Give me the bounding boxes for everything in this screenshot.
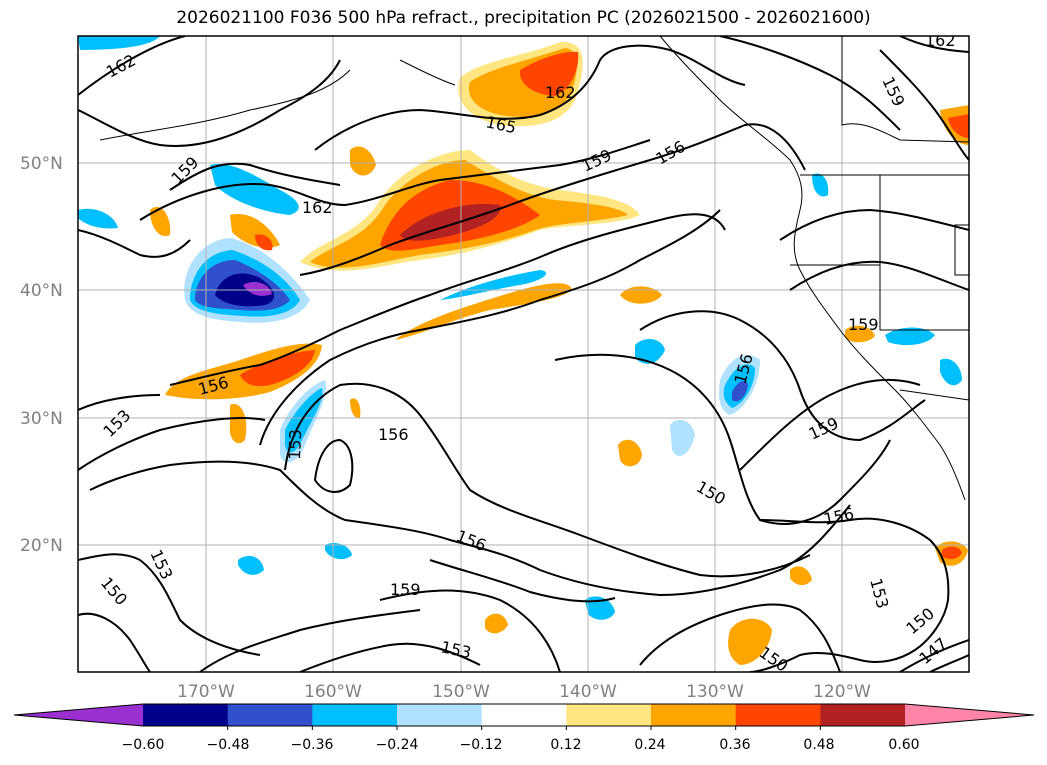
shade-region: [150, 206, 171, 237]
coastlines: [99, 36, 969, 501]
shade-region: [519, 51, 579, 96]
shade-region: [885, 327, 935, 346]
shade-region: [812, 173, 829, 197]
colorbar-tick-label: 0.12: [550, 737, 581, 753]
lon-label: 140°W: [559, 682, 617, 702]
shade-region: [240, 350, 315, 387]
colorbar-segment: [143, 704, 229, 726]
shade-region: [350, 146, 376, 176]
grid-lines: [78, 36, 969, 672]
colorbar-tick-label: 0.48: [803, 737, 834, 753]
shade-region: [400, 204, 501, 241]
shade-region: [325, 543, 352, 560]
lon-label: 170°W: [177, 682, 235, 702]
colorbar: −0.60 −0.48 −0.36 −0.24 −0.12 0.12 0.24 …: [13, 703, 1035, 753]
shade-region: [255, 234, 273, 251]
shade-region: [585, 596, 615, 620]
shade-region: [670, 419, 695, 456]
lon-label: 160°W: [304, 682, 362, 702]
lon-label: 120°W: [813, 682, 871, 702]
shade-region: [243, 281, 272, 296]
colorbar-extend-min: [14, 704, 143, 726]
colorbar-tick-label: −0.48: [207, 737, 250, 753]
contour-label: 159: [848, 315, 879, 334]
shade-region: [229, 404, 247, 444]
colorbar-extend-max: [905, 704, 1034, 726]
lat-label: 40°N: [20, 281, 63, 301]
shade-region: [948, 114, 969, 138]
precip-shading: [78, 36, 969, 665]
colorbar-segment: [312, 704, 398, 726]
shade-region: [732, 380, 748, 402]
shade-region: [635, 338, 665, 364]
contour-label: 162: [545, 83, 576, 102]
colorbar-segment: [651, 704, 737, 726]
lat-label: 30°N: [20, 409, 63, 429]
shade-region: [790, 566, 812, 586]
shade-region: [350, 398, 361, 419]
shade-region: [78, 36, 160, 50]
refractivity-contours: [78, 36, 969, 672]
shade-region: [78, 208, 118, 229]
shade-region: [210, 164, 299, 215]
colorbar-tick-label: 0.36: [719, 737, 750, 753]
colorbar-tick-label: 0.60: [888, 737, 919, 753]
colorbar-tick-label: −0.24: [376, 737, 419, 753]
colorbar-ticks: −0.60 −0.48 −0.36 −0.24 −0.12 0.12 0.24 …: [122, 737, 920, 753]
colorbar-segment: [481, 704, 567, 726]
colorbar-outline: [13, 703, 1035, 727]
contour-label: 156: [378, 425, 409, 444]
colorbar-segment: [820, 704, 906, 726]
colorbar-tick-label: −0.12: [460, 737, 503, 753]
lon-label: 130°W: [686, 682, 744, 702]
colorbar-segment: [735, 704, 821, 726]
contour-label: 162: [302, 198, 333, 217]
shade-region: [940, 358, 962, 386]
shade-region: [845, 325, 875, 343]
colorbar-tick-label: −0.60: [122, 737, 165, 753]
shade-region: [618, 439, 642, 467]
lat-label: 50°N: [20, 154, 63, 174]
shade-region: [238, 555, 264, 575]
lat-label: 20°N: [20, 536, 63, 556]
shade-region: [485, 613, 508, 634]
map-area: [78, 36, 969, 672]
contour-label: 159: [390, 580, 421, 599]
map-frame: [77, 35, 970, 673]
longitude-labels: 170°W 160°W 150°W 140°W 130°W 120°W: [177, 682, 871, 702]
colorbar-tick-label: 0.24: [634, 737, 665, 753]
colorbar-segments: [13, 703, 1035, 730]
shade-region: [440, 270, 547, 300]
colorbar-segment: [397, 704, 483, 726]
colorbar-tick-label: −0.36: [291, 737, 334, 753]
map-title: 2026021100 F036 500 hPa refract., precip…: [176, 8, 871, 28]
shade-region: [728, 618, 772, 665]
colorbar-segment: [566, 704, 652, 726]
shade-region: [942, 546, 962, 560]
latitude-labels: 50°N 40°N 30°N 20°N: [20, 154, 63, 556]
shade-region: [620, 286, 662, 304]
contour-label: 162: [925, 31, 956, 50]
contour-label: 153: [285, 429, 305, 460]
lon-label: 150°W: [432, 682, 490, 702]
colorbar-segment: [227, 704, 313, 726]
